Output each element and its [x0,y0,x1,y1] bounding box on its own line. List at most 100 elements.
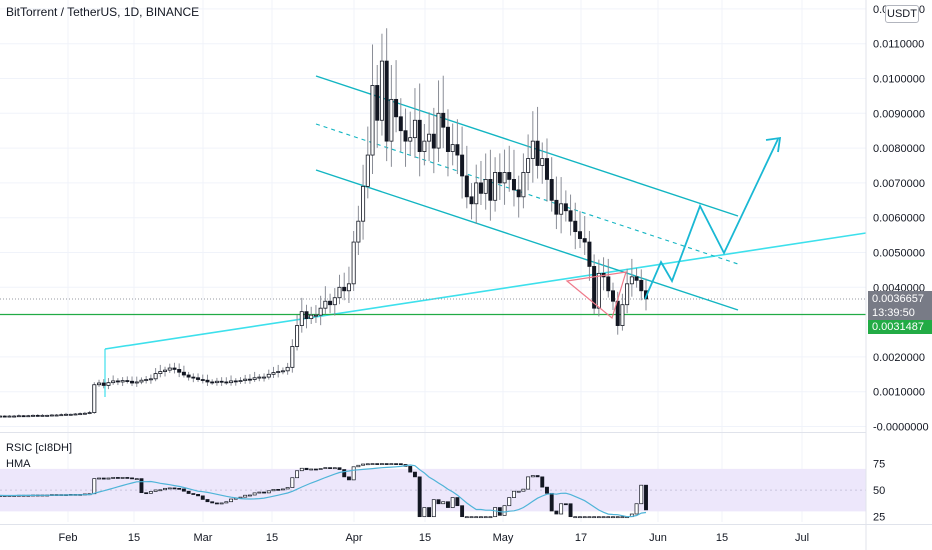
rsi-candle [606,516,611,519]
candle-body [309,314,314,320]
x-tick-label: Jul [795,532,809,544]
candle-body [535,140,540,166]
candle-body [257,376,262,379]
x-tick-label: 15 [266,532,278,544]
candle-body [511,179,516,191]
rsi-candle [483,516,488,519]
y-tick-label: 0.0060000 [873,213,925,225]
candle-body [35,414,40,417]
candle-body [384,60,389,142]
rsi-candle [285,487,290,490]
candle-body [639,279,644,292]
rsi-candle [111,477,116,479]
candle-body [68,413,73,416]
y-tick-label: 0.0050000 [873,248,925,260]
rsi-candle [262,491,267,494]
candle-body [111,380,116,384]
x-tick-label: 15 [128,532,140,544]
y-tick-label: 0.0110000 [873,39,924,51]
candle-body [120,380,125,383]
candle-body [243,378,248,381]
candle-body [629,276,634,285]
rsi-candle [436,499,441,505]
rsi-candle [210,501,215,504]
candle-body [526,158,531,173]
candle-body [214,380,219,384]
indicator-legend: RSIC [cI8DH] HMA [6,440,72,472]
candle-body [16,415,21,418]
candle-body [516,189,521,198]
rsi-candle [148,491,153,494]
x-tick-label: Apr [345,532,362,544]
candle-body [82,412,87,415]
candle-body [379,60,384,121]
rsi-candle [229,498,234,503]
candle-body [356,220,361,243]
candle-body [224,381,229,384]
rsi-tick-label: 25 [873,512,885,524]
rsi-candle [361,463,366,466]
candle-body [544,158,549,180]
candle-body [0,415,3,418]
candle-body [337,286,342,299]
candle-body [323,300,328,309]
candle-body [7,415,12,418]
candle-body [332,297,337,306]
rsi-candle [563,503,568,506]
grid [0,0,866,522]
candle-body [290,346,295,368]
rsi-tick-label: 50 [873,485,885,497]
currency-button[interactable]: USDT [885,5,919,23]
candle-body [559,203,564,215]
rsi-candle [337,467,342,470]
candle-body [31,414,36,417]
last-price-value: 0.0036657 [872,293,924,305]
rsi-candle [389,463,394,465]
rsi-candle [280,488,285,491]
rsi-candle [205,499,210,503]
rsi-candle [365,463,370,466]
candle-body [445,126,450,152]
rsi-candle [379,463,384,465]
projection-path [644,138,779,300]
candle-body [64,413,69,416]
candle-body [219,380,224,383]
candle-body [361,185,366,222]
rsi-candle [394,463,399,465]
indicator-sub: HMA [6,458,31,470]
candle-body [106,382,111,386]
candle-body [389,98,394,142]
candle-body [606,276,611,292]
rsi-candle [488,516,493,519]
rsi-candle [587,516,592,519]
rsi-candle [375,463,380,465]
candle-body [394,98,399,118]
countdown-value: 13:39:50 [872,307,915,319]
candle-body [167,367,172,371]
candle-body [134,381,139,384]
rsi-candle [540,476,545,488]
rsi-candle [247,494,252,497]
x-tick-label: 15 [716,532,728,544]
rsi-candle [200,495,205,500]
candles [0,28,649,418]
rsi-candle [596,516,601,519]
candle-body [101,382,106,386]
rsi-candle [101,477,106,480]
rsi-candle [549,492,554,512]
candle-body [313,314,318,317]
rsi-candle [554,510,559,515]
rsi-candle [474,516,479,519]
candle-body [521,172,526,198]
rsi-candle [427,507,432,518]
candle-body [87,412,92,414]
rsi-candle [252,492,257,496]
candle-body [200,379,205,381]
rsi-candle [332,467,337,470]
candle-body [464,175,469,198]
channel-lower [315,169,739,311]
rsi-candle [158,489,163,492]
rsi-candle [290,477,295,488]
